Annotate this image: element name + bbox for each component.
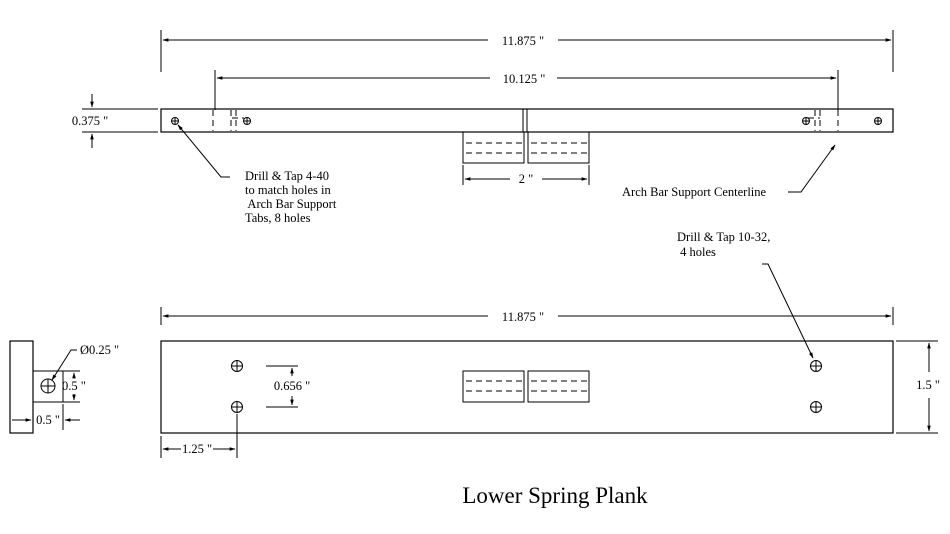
hole-4-40-icon — [171, 117, 179, 125]
hole-spacing-vertical-label: 0.656 " — [274, 379, 310, 393]
front-hole-offset-dimension: 1.25 " — [160, 414, 238, 458]
top-4-40-holes — [171, 117, 882, 125]
front-hole-offset-label: 1.25 " — [182, 442, 212, 456]
front-height-label: 1.5 " — [916, 378, 940, 392]
hole-4-40-icon — [243, 117, 251, 125]
top-overall-length-label: 11.875 " — [502, 34, 544, 48]
top-thickness-label: 0.375 " — [72, 114, 108, 128]
hole-10-32-icon — [810, 360, 822, 372]
front-overall-dimension: 11.875 " — [160, 307, 894, 325]
note-10-32-line-2: 4 holes — [677, 245, 716, 259]
end-view-outline — [9, 340, 34, 434]
drill-10-32-note: Drill & Tap 10-32, 4 holes — [677, 230, 814, 359]
tab-width-label: 2 " — [519, 172, 533, 186]
hole-4-40-icon — [874, 117, 882, 125]
end-view-tab — [32, 370, 64, 403]
end-hole-diameter-label: Ø0.25 " — [80, 343, 119, 357]
top-tabs — [462, 131, 590, 164]
front-plank-outline — [160, 340, 894, 434]
top-view: 11.875 " 10.125 " 0.375 " — [72, 30, 894, 225]
end-hole-icon — [40, 378, 56, 394]
centerline-label: Arch Bar Support Centerline — [622, 185, 767, 199]
hole-10-32-icon — [231, 401, 243, 413]
front-tabs — [462, 370, 590, 403]
front-overall-length-label: 11.875 " — [502, 310, 544, 324]
hole-4-40-icon — [802, 117, 810, 125]
note-4-40-line-1: Drill & Tap 4-40 — [245, 169, 329, 183]
top-hole-spacing-dimension: 10.125 " — [214, 70, 839, 110]
top-overall-dimension: 11.875 " — [160, 30, 894, 72]
drawing-title: Lower Spring Plank — [462, 483, 648, 508]
end-hole-offset-dimension: 0.5 " — [12, 404, 80, 430]
end-hole-diameter-callout: Ø0.25 " — [51, 343, 119, 381]
top-thickness-dimension: 0.375 " — [72, 94, 158, 148]
note-10-32-line-1: Drill & Tap 10-32, — [677, 230, 770, 244]
drill-4-40-note: Drill & Tap 4-40 to match holes in Arch … — [177, 124, 337, 225]
end-hole-offset-label: 0.5 " — [36, 413, 60, 427]
front-10-32-holes — [231, 360, 822, 413]
end-view: Ø0.25 " 0.5 " 0.5 " — [9, 340, 119, 434]
end-hole-height-label: 0.5 " — [62, 379, 86, 393]
hole-10-32-icon — [231, 360, 243, 372]
front-view: Drill & Tap 10-32, 4 holes 11.875 " — [160, 230, 940, 458]
tab-width-dimension: 2 " — [462, 165, 590, 186]
hole-spacing-vertical-dimension: 0.656 " — [266, 365, 310, 408]
end-hole-height-dimension: 0.5 " — [62, 370, 86, 403]
front-height-dimension: 1.5 " — [896, 340, 940, 434]
top-hole-spacing-label: 10.125 " — [503, 72, 546, 86]
note-4-40-line-2: to match holes in — [245, 183, 331, 197]
centerline-note: Arch Bar Support Centerline — [622, 144, 836, 199]
note-4-40-line-4: Tabs, 8 holes — [245, 211, 311, 225]
note-4-40-line-3: Arch Bar Support — [245, 197, 337, 211]
hole-10-32-icon — [810, 401, 822, 413]
top-hidden-slots — [212, 110, 839, 131]
